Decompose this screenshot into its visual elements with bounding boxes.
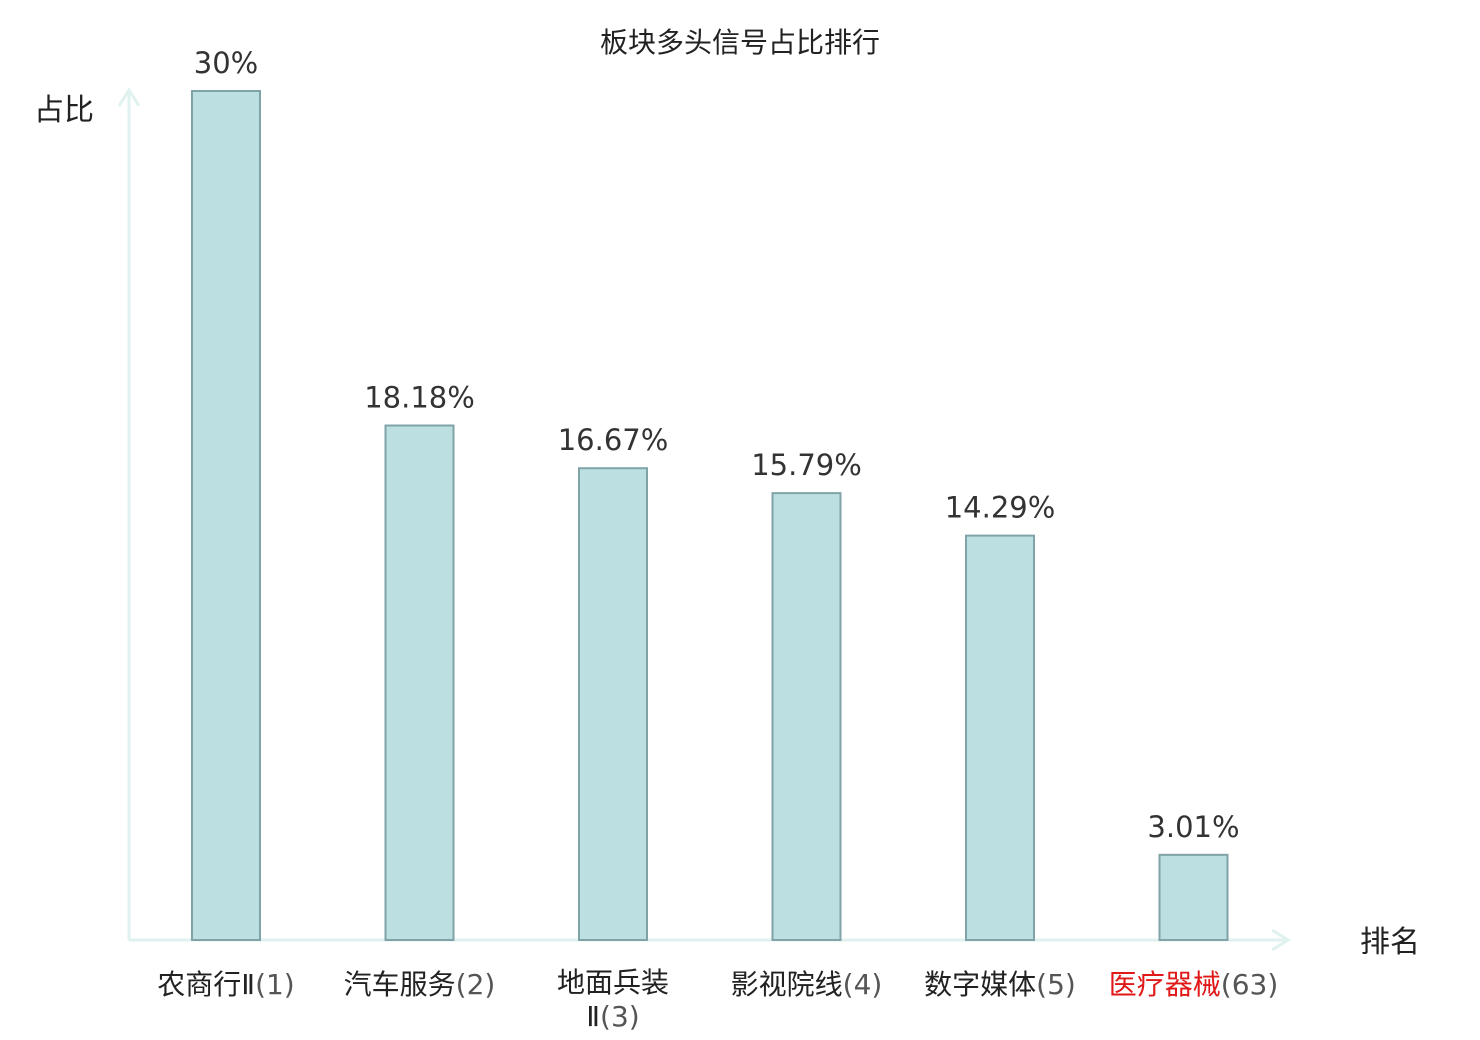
value-labels-group: 30% 18.18% 16.67% 15.79% 14.29% 3.01% bbox=[194, 46, 1240, 844]
category-rank-2: (2) bbox=[456, 968, 496, 1001]
value-label-5: 14.29% bbox=[945, 491, 1056, 525]
category-name-5: 数字媒体 bbox=[924, 968, 1036, 1001]
bars-group bbox=[191, 90, 1229, 942]
y-axis-arrow bbox=[117, 87, 141, 107]
value-label-3: 16.67% bbox=[558, 423, 669, 457]
bar-1 bbox=[191, 90, 261, 941]
category-roman-3: Ⅱ bbox=[586, 1000, 600, 1033]
category-label-3: 地面兵装 bbox=[557, 966, 669, 999]
category-rank-4: (4) bbox=[843, 968, 883, 1001]
category-name-4: 影视院线 bbox=[731, 968, 843, 1001]
value-label-1: 30% bbox=[194, 46, 258, 80]
value-label-6: 3.01% bbox=[1147, 810, 1239, 844]
category-name-2: 汽车服务 bbox=[344, 968, 456, 1001]
bar-5 bbox=[965, 534, 1035, 942]
category-label-4: 影视院线(4) bbox=[731, 968, 883, 1001]
category-name-1: 农商行Ⅱ bbox=[157, 968, 255, 1001]
bar-4 bbox=[771, 492, 842, 941]
x-axis-label: 排名 bbox=[1360, 925, 1420, 960]
bar-6 bbox=[1158, 853, 1229, 942]
value-label-2: 18.18% bbox=[364, 381, 475, 415]
value-label-4: 15.79% bbox=[751, 448, 862, 482]
category-name-6: 医疗器械 bbox=[1109, 968, 1221, 1001]
bar-3 bbox=[578, 467, 648, 941]
category-label-1: 农商行Ⅱ(1) bbox=[157, 968, 294, 1001]
category-label-6: 医疗器械(63) bbox=[1109, 968, 1279, 1001]
category-rank-6: (63) bbox=[1221, 968, 1278, 1001]
x-axis-arrow bbox=[1271, 928, 1291, 952]
y-axis-label: 占比 bbox=[34, 93, 94, 128]
category-label-5: 数字媒体(5) bbox=[924, 968, 1076, 1001]
category-rank-5: (5) bbox=[1036, 968, 1076, 1001]
category-label-3-line2: Ⅱ(3) bbox=[586, 1000, 639, 1033]
category-rank-3: (3) bbox=[600, 1000, 640, 1033]
chart-title: 板块多头信号占比排行 bbox=[600, 26, 880, 59]
category-label-2: 汽车服务(2) bbox=[344, 968, 496, 1001]
bar-2 bbox=[384, 424, 455, 942]
category-rank-1: (1) bbox=[255, 968, 295, 1001]
